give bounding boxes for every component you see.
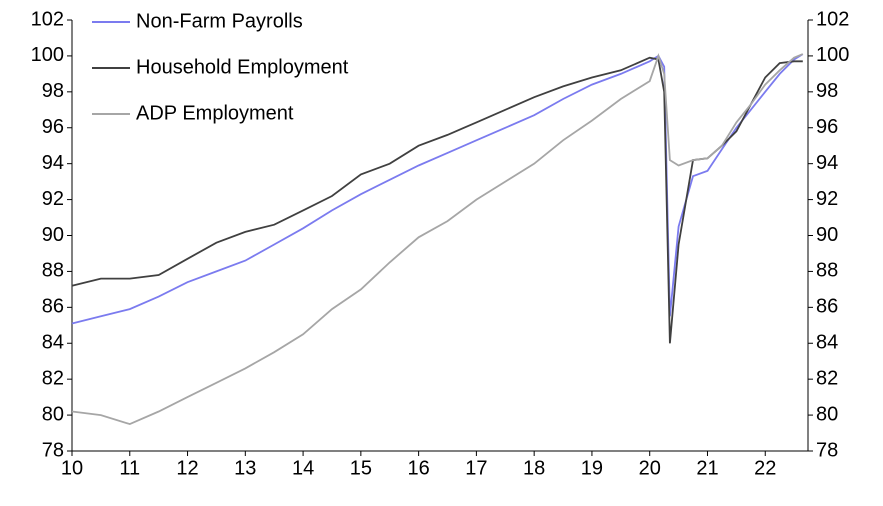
legend-label: Non-Farm Payrolls	[136, 10, 303, 32]
x-tick-label: 17	[465, 457, 487, 479]
y2-tick-label: 100	[816, 44, 849, 66]
x-tick-label: 15	[350, 457, 372, 479]
y-tick-label: 94	[42, 152, 64, 174]
x-tick-label: 11	[119, 457, 140, 479]
x-tick-label: 13	[234, 457, 256, 479]
y-tick-label: 90	[42, 224, 64, 246]
x-tick-label: 10	[61, 457, 83, 479]
y2-tick-label: 98	[816, 80, 838, 102]
x-tick-label: 20	[639, 457, 661, 479]
y2-tick-label: 80	[816, 403, 838, 425]
y-tick-label: 84	[42, 332, 64, 354]
legend-label: ADP Employment	[136, 102, 294, 124]
y2-tick-label: 82	[816, 367, 838, 389]
y2-tick-label: 78	[816, 439, 838, 461]
y2-tick-label: 102	[816, 8, 849, 30]
y-tick-label: 80	[42, 403, 64, 425]
y2-tick-label: 96	[816, 116, 838, 138]
x-tick-label: 12	[176, 457, 198, 479]
series-line	[71, 53, 804, 325]
y2-tick-label: 92	[816, 188, 838, 210]
series-line	[71, 53, 804, 426]
y-tick-label: 100	[31, 44, 64, 66]
y-tick-label: 88	[42, 260, 64, 282]
y2-tick-label: 90	[816, 224, 838, 246]
x-tick-label: 14	[292, 457, 314, 479]
x-tick-label: 22	[754, 457, 776, 479]
x-tick-label: 18	[523, 457, 545, 479]
y2-tick-label: 88	[816, 260, 838, 282]
y2-tick-label: 86	[816, 296, 838, 318]
y-tick-label: 78	[42, 439, 64, 461]
y2-tick-label: 94	[816, 152, 838, 174]
y-tick-label: 82	[42, 367, 64, 389]
y-tick-label: 102	[31, 8, 64, 30]
x-tick-label: 19	[581, 457, 603, 479]
y2-tick-label: 84	[816, 332, 838, 354]
series-line	[71, 56, 803, 344]
x-tick-label: 21	[696, 457, 718, 479]
x-tick-label: 16	[407, 457, 429, 479]
y-tick-label: 98	[42, 80, 64, 102]
y-tick-label: 96	[42, 116, 64, 138]
y-tick-label: 92	[42, 188, 64, 210]
legend-label: Household Employment	[136, 56, 349, 78]
y-tick-label: 86	[42, 296, 64, 318]
